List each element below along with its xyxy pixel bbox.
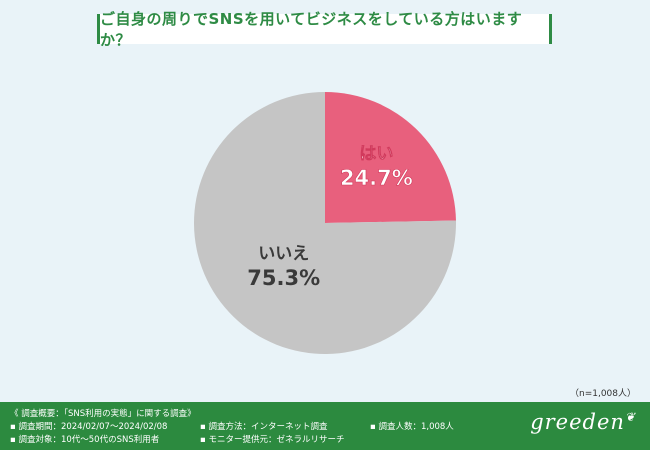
slice-label-0: はい — [359, 144, 393, 164]
survey-count: ▪ 調査人数：1,008人 — [370, 422, 454, 432]
survey-method: ▪ 調査方法：インターネット調査 — [200, 422, 328, 432]
survey-provider: ▪ モニター提供元：ゼネラルリサーチ — [200, 435, 345, 445]
slice-value-1: 75.3% — [247, 266, 320, 290]
survey-period: ▪ 調査期間：2024/02/07〜2024/02/08 — [10, 422, 168, 432]
pie-slice-1 — [194, 92, 456, 354]
chart-title-text: ご自身の周りでSNSを用いてビジネスをしている方はいますか？ — [100, 10, 523, 49]
leaf-icon: ❦ — [624, 410, 636, 424]
greeden-logo: greeden❦ — [530, 410, 636, 434]
survey-target: ▪ 調査対象：10代〜50代のSNS利用者 — [10, 435, 160, 445]
logo-text: greeden — [530, 410, 625, 434]
survey-overview: 《 調査概要：「SNS利用の実態」に関する調査》 — [10, 409, 196, 419]
slice-label-1: いいえ — [258, 244, 309, 264]
pie-slice-0 — [325, 92, 456, 223]
sample-size-note: （n=1,008人） — [569, 389, 636, 399]
survey-footer: 《 調査概要：「SNS利用の実態」に関する調査》 ▪ 調査期間：2024/02/… — [0, 402, 650, 450]
slice-value-0: 24.7% — [340, 166, 413, 190]
chart-title: ご自身の周りでSNSを用いてビジネスをしている方はいますか？ — [97, 10, 552, 49]
